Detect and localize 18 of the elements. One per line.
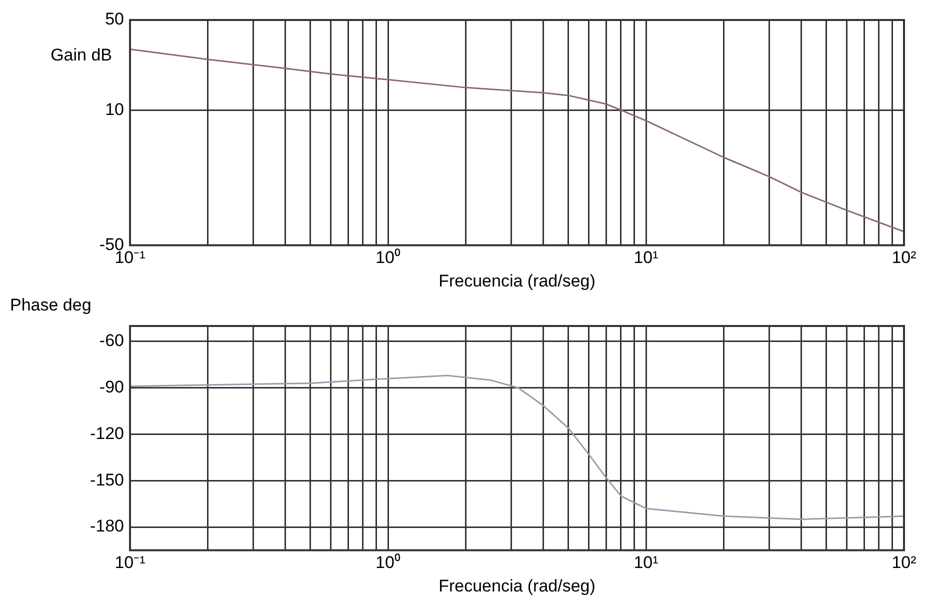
- y-tick-label: -150: [90, 470, 124, 490]
- x-tick-label: 10²: [892, 248, 917, 268]
- y-tick-label: -180: [90, 516, 124, 536]
- x-tick-label: 10²: [892, 553, 917, 572]
- y-axis-title: Phase deg: [10, 296, 92, 315]
- x-axis-title: Frecuencia (rad/seg): [438, 271, 596, 290]
- x-tick-label: 10⁰: [376, 248, 400, 268]
- y-tick-label: 10: [105, 100, 124, 119]
- x-axis-title: Frecuencia (rad/seg): [438, 576, 596, 596]
- y-axis-title: Gain dB: [50, 46, 112, 65]
- y-tick-label: 50: [105, 10, 124, 29]
- x-tick-label: 10¹: [634, 248, 659, 268]
- x-tick-label: 10⁰: [376, 553, 400, 572]
- x-tick-label: 10¹: [634, 553, 659, 572]
- y-tick-label: -60: [99, 331, 124, 350]
- x-tick-label: 10⁻¹: [114, 553, 146, 572]
- y-tick-label: -120: [90, 424, 124, 443]
- y-tick-label: -90: [99, 378, 124, 397]
